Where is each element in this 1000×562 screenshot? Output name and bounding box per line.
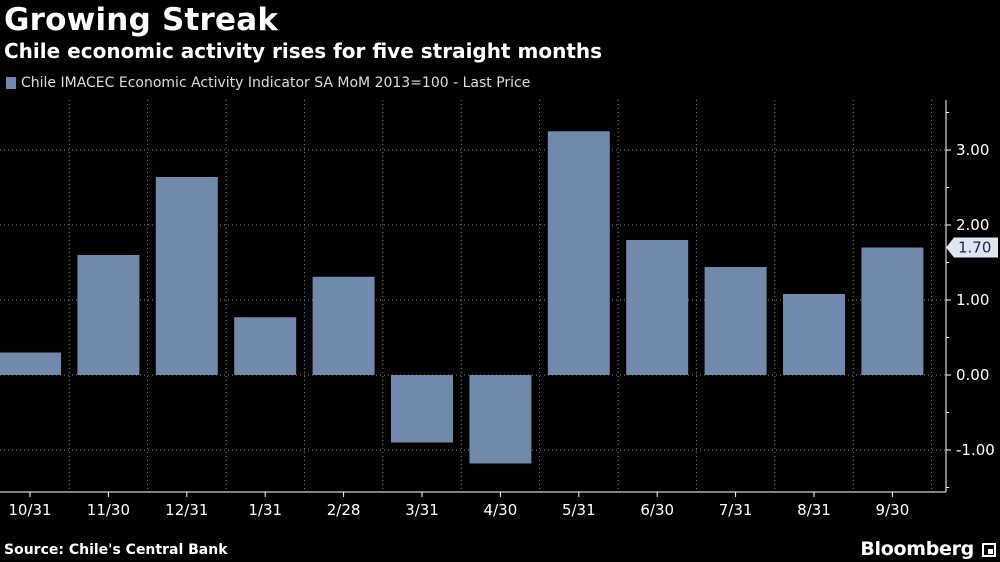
bar-8/31 <box>783 294 845 375</box>
last-value-marker <box>946 237 998 258</box>
bars <box>0 131 924 464</box>
bar-6/30 <box>626 240 689 375</box>
y-tick-label: 0.00 <box>956 366 989 384</box>
x-tick-label: 11/30 <box>87 501 130 519</box>
bar-9/30 <box>861 247 924 375</box>
y-tick-label: 2.00 <box>956 216 989 234</box>
y-tick-label: 1.00 <box>956 291 989 309</box>
x-tick-label: 9/30 <box>876 501 910 519</box>
y-tick-label: -1.00 <box>956 441 995 459</box>
bloomberg-mark-icon <box>982 543 996 557</box>
chart-subtitle: Chile economic activity rises for five s… <box>4 39 603 63</box>
x-tick-label: 7/31 <box>719 501 753 519</box>
legend: Chile IMACEC Economic Activity Indicator… <box>6 75 530 91</box>
y-axis: -1.00 0.00 1.00 2.00 3.00 1.70 <box>0 100 998 493</box>
x-tick-label: 1/31 <box>248 501 282 519</box>
x-axis: 10/31 11/30 12/31 1/31 2/28 3/31 4/30 5/31 6/30 7… <box>8 492 909 519</box>
bar-1/31 <box>234 317 297 375</box>
x-tick-label: 8/31 <box>797 501 831 519</box>
bar-2/28 <box>312 276 375 375</box>
last-value-label: 1.70 <box>958 239 991 257</box>
x-tick-label: 4/30 <box>484 501 518 519</box>
legend-swatch <box>6 77 16 89</box>
chart-title: Growing Streak <box>4 2 279 38</box>
x-tick-label: 3/31 <box>405 501 439 519</box>
bar-12/31 <box>155 177 218 375</box>
bar-5/31 <box>547 131 610 375</box>
source-note: Source: Chile's Central Bank <box>4 542 228 558</box>
y-tick-label: 3.00 <box>956 141 989 159</box>
x-tick-label: 6/30 <box>640 501 674 519</box>
legend-label: Chile IMACEC Economic Activity Indicator… <box>21 75 531 91</box>
bar-11/30 <box>77 255 140 375</box>
x-tick-label: 10/31 <box>8 501 51 519</box>
bar-4/30 <box>469 375 532 464</box>
x-tick-label: 5/31 <box>562 501 596 519</box>
bloomberg-logo: Bloomberg <box>860 538 974 560</box>
bar-7/31 <box>704 267 767 375</box>
bar-3/31 <box>391 375 453 443</box>
x-tick-label: 12/31 <box>165 501 208 519</box>
bar-10/31 <box>0 352 61 375</box>
x-tick-label: 2/28 <box>327 501 361 519</box>
